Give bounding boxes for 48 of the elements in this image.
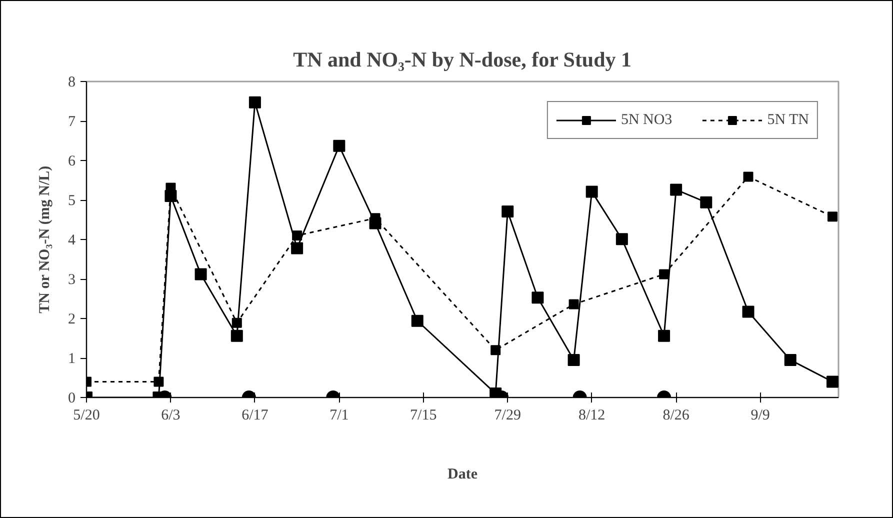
y-tick-label: 2 — [68, 312, 76, 328]
y-tick-label: 5 — [68, 193, 76, 209]
point — [743, 172, 754, 182]
y-tick-label: 7 — [68, 114, 76, 130]
x-tick-label: 7/1 — [330, 408, 349, 424]
y-tick-label: 4 — [68, 232, 76, 248]
point — [532, 292, 544, 304]
point — [670, 184, 682, 196]
point — [568, 354, 580, 366]
point — [248, 96, 261, 108]
y-tick-label: 8 — [68, 74, 76, 90]
x-tick-label: 6/3 — [161, 408, 180, 424]
x-tick-label: 7/15 — [410, 408, 437, 424]
x-tick-label: 6/17 — [242, 408, 269, 424]
point — [658, 330, 670, 342]
point — [154, 376, 164, 387]
point — [292, 230, 302, 241]
point — [826, 376, 838, 388]
legend-label: 5N NO3 — [620, 112, 672, 128]
x-tick-label: 7/29 — [494, 408, 521, 424]
point — [194, 268, 207, 280]
point — [333, 140, 346, 152]
point — [568, 299, 579, 310]
point — [659, 269, 670, 280]
point — [827, 212, 838, 222]
y-tick-label: 0 — [68, 390, 76, 406]
legend-label: 5N TN — [767, 112, 809, 128]
y-axis-title: TN or NO₃-N (mg N/L) — [37, 166, 53, 314]
x-tick-label: 8/12 — [578, 408, 606, 424]
y-tick-label: 1 — [68, 351, 76, 367]
point — [586, 186, 598, 198]
point — [700, 196, 712, 208]
x-axis-title: Date — [448, 466, 478, 482]
point — [411, 314, 424, 327]
x-tick-label: 5/20 — [73, 408, 100, 424]
y-tick-label: 6 — [68, 154, 76, 170]
point — [291, 242, 304, 254]
point — [230, 330, 243, 342]
point — [616, 233, 628, 246]
point — [232, 318, 242, 328]
point — [502, 205, 514, 218]
x-tick-label: 9/9 — [750, 408, 770, 424]
point — [742, 306, 754, 318]
chart-title: TN and NO₃-N by N-dose, for Study 1 — [293, 48, 632, 72]
y-tick-label: 3 — [68, 272, 76, 288]
x-tick-label: 8/26 — [662, 408, 690, 424]
point — [490, 345, 501, 356]
point — [784, 354, 796, 366]
